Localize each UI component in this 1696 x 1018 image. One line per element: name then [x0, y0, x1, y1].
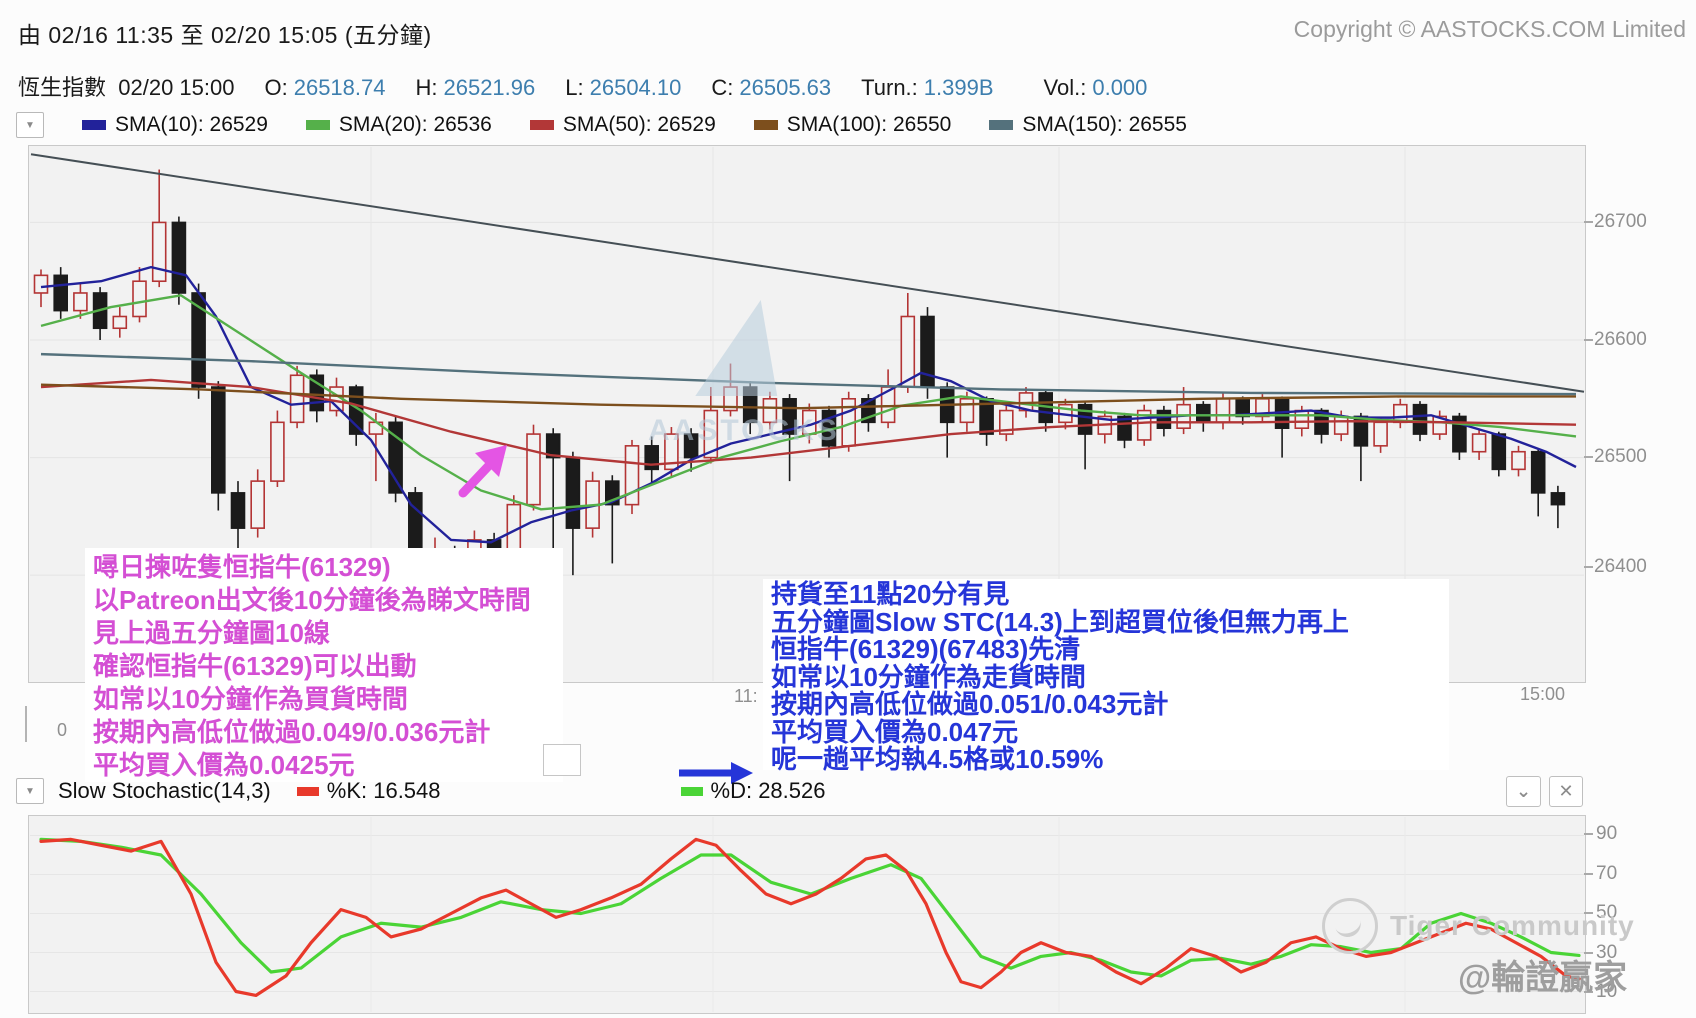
pink-note-line: 如常以10分鐘作為買貨時間: [93, 684, 408, 715]
legend-sma150: SMA(150): 26555: [989, 113, 1187, 137]
index-name: 恆生指數: [18, 75, 107, 100]
low-value: 26504.10: [589, 75, 682, 100]
axis-tick: [1584, 912, 1593, 914]
copyright-label: Copyright © AASTOCKS.COM Limited: [1293, 16, 1686, 42]
sma20-swatch-icon: [305, 120, 330, 130]
axis-tick: [1584, 566, 1593, 568]
sma100-swatch-icon: [753, 120, 778, 130]
axis-tick: [1584, 456, 1593, 458]
legend-sma10: SMA(10): 26529: [82, 113, 268, 137]
close-value: 26505.63: [739, 75, 832, 100]
stoch-axis-50: 50: [1596, 902, 1618, 923]
pink-note-line: 按期內高低位做過0.049/0.036元計: [93, 717, 491, 748]
quote-datetime: 02/20 15:00: [118, 75, 235, 100]
stochastic-title: Slow Stochastic(14,3): [58, 778, 271, 803]
legend-sma50: SMA(50): 26529: [529, 113, 716, 137]
date-range-label: 由 02/16 11:35 至 02/20 15:05 (五分鐘): [18, 22, 432, 48]
percent-d-swatch-icon: [680, 786, 703, 796]
pink-annotation-box: 噚日揀咗隻恒指牛(61329) 以Patreon出文後10分鐘後為睇文時間 見上…: [85, 548, 563, 782]
main-indicator-dropdown-button[interactable]: ▼: [16, 112, 44, 138]
blue-note-line: 呢一趟平均執4.5格或10.59%: [771, 744, 1104, 775]
volume-label: Vol.:: [1043, 75, 1087, 100]
close-panel-button[interactable]: ✕: [1549, 776, 1583, 807]
pink-note-line: 見上過五分鐘圖10線: [93, 618, 330, 649]
percent-k-value: %K: 16.548: [326, 778, 441, 803]
high-label: H:: [415, 75, 438, 100]
mini-handle-box[interactable]: [543, 744, 581, 776]
blue-note-line: 按期內高低位做過0.051/0.043元計: [771, 689, 1169, 720]
legend-sma100: SMA(100): 26550: [753, 113, 951, 137]
axis-tick: [1584, 221, 1593, 223]
volume-value: 0.000: [1092, 75, 1148, 100]
close-icon: ✕: [1558, 781, 1574, 801]
sma50-swatch-icon: [529, 120, 554, 130]
blue-note-line: 恒指牛(61329)(67483)先清: [771, 634, 1081, 665]
candlestick-canvas[interactable]: [29, 146, 1585, 682]
percent-d-value: %D: 28.526: [710, 778, 826, 803]
dropdown-triangle-icon: ▼: [25, 119, 35, 131]
x-axis-label-mid-fragment: 11:: [734, 686, 758, 706]
price-axis-26400: 26400: [1594, 556, 1647, 577]
magenta-arrow-icon: [475, 445, 507, 477]
low-label: L:: [565, 75, 584, 100]
pink-note-line: 以Patreon出文後10分鐘後為睇文時間: [93, 585, 531, 616]
x-axis-label-1500: 15:00: [1520, 684, 1566, 704]
percent-k-swatch-icon: [296, 786, 319, 796]
pink-note-line: 平均買入價為0.0425元: [93, 750, 355, 781]
legend-sma20: SMA(20): 26536: [305, 113, 492, 137]
pink-note-line: 確認恒指牛(61329)可以出動: [93, 651, 417, 682]
turnover-label: Turn.:: [861, 75, 918, 100]
stochastic-chart[interactable]: [28, 815, 1586, 1014]
sma10-swatch-icon: [82, 120, 106, 130]
collapse-panel-button[interactable]: ⌄: [1506, 776, 1541, 807]
x-axis-label-left-fragment: 0: [57, 720, 68, 740]
stochastic-canvas[interactable]: [29, 816, 1585, 1013]
index-name-and-time: 恆生指數 02/20 15:00: [18, 70, 234, 102]
axis-tick: [1584, 991, 1593, 993]
pink-note-line: 噚日揀咗隻恒指牛(61329): [93, 552, 391, 582]
blue-note-line: 持貨至11點20分有見: [771, 579, 1010, 609]
blue-note-line: 平均買入價為0.047元: [771, 716, 1019, 747]
stochastic-dropdown-button[interactable]: ▼: [16, 778, 44, 804]
chevron-down-icon: ⌄: [1515, 781, 1532, 801]
blue-arrow-icon: [679, 762, 753, 784]
open-value: 26518.74: [293, 75, 386, 100]
blue-note-line: 如常以10分鐘作為走貨時間: [771, 661, 1086, 692]
price-axis-26600: 26600: [1594, 329, 1647, 350]
sma-legend-row: ▼ SMA(10): 26529 SMA(20): 26536 SMA(50):…: [16, 112, 1187, 138]
axis-tick: [1584, 952, 1593, 954]
axis-tick: [1584, 339, 1593, 341]
quote-bar: 恆生指數 02/20 15:00 O: 26518.74 H: 26521.96 L…: [18, 70, 1177, 102]
stoch-axis-90: 90: [1596, 823, 1618, 844]
stoch-axis-10: 10: [1596, 981, 1618, 1002]
sma150-swatch-icon: [989, 120, 1014, 130]
turnover-value: 1.399B: [923, 75, 994, 100]
close-label: C:: [711, 75, 734, 100]
blue-annotation-box: 持貨至11點20分有見 五分鐘圖Slow STC(14.3)上到超買位後但無力再…: [763, 579, 1449, 773]
high-value: 26521.96: [443, 75, 536, 100]
price-axis-26700: 26700: [1594, 211, 1647, 232]
x-axis-tick: [25, 706, 27, 742]
stochastic-legend-row: ▼ Slow Stochastic(14,3) %K: 16.548 %D: 2…: [16, 778, 825, 804]
stoch-axis-70: 70: [1596, 863, 1618, 884]
dropdown-triangle-icon: ▼: [25, 785, 35, 797]
stoch-axis-30: 30: [1596, 942, 1618, 963]
axis-tick: [1584, 873, 1593, 875]
blue-note-line: 五分鐘圖Slow STC(14.3)上到超買位後但無力再上: [771, 606, 1349, 637]
axis-tick: [1584, 833, 1593, 835]
price-axis-26500: 26500: [1594, 446, 1647, 467]
open-label: O:: [264, 75, 288, 100]
